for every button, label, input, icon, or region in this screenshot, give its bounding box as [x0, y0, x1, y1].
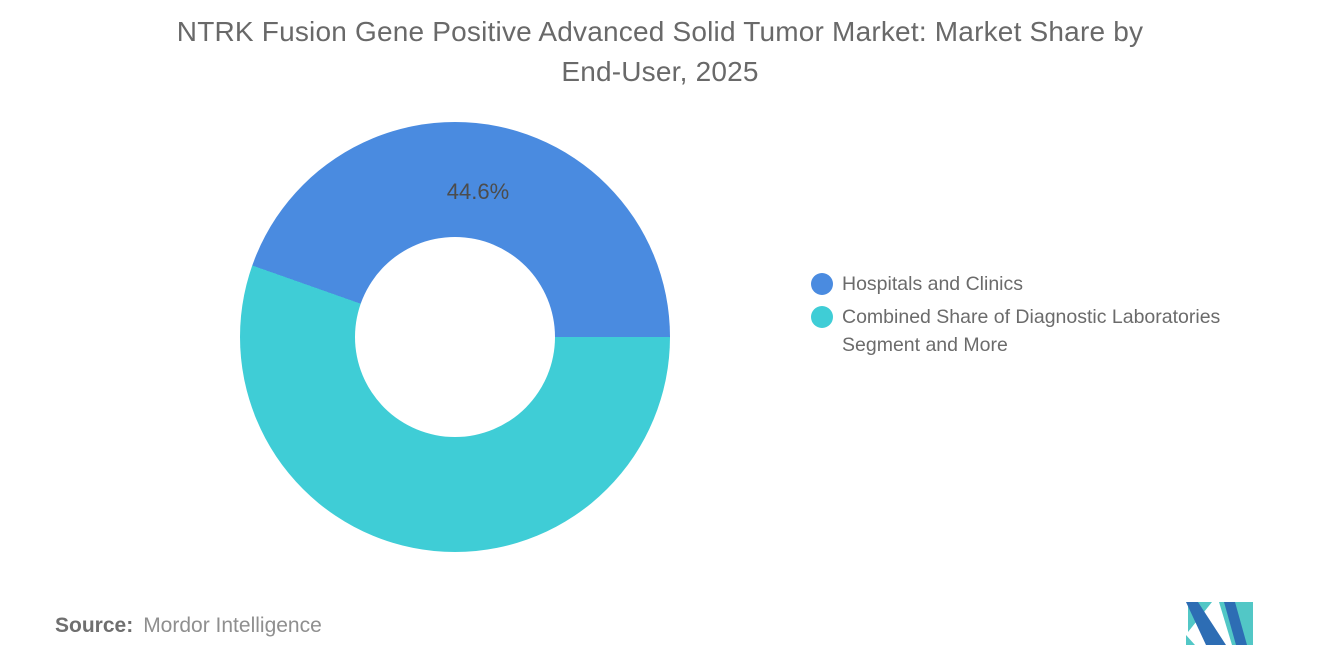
- donut-chart-area: 44.6%: [240, 122, 670, 552]
- logo-teal-bottom-left: [1186, 635, 1195, 645]
- chart-title: NTRK Fusion Gene Positive Advanced Solid…: [0, 12, 1320, 92]
- slice-data-label: 44.6%: [446, 179, 510, 204]
- source-attribution: Source: Mordor Intelligence: [55, 614, 322, 638]
- legend-label: Hospitals and Clinics: [842, 273, 1023, 295]
- legend-item-hospitals-and-clinics[interactable]: Hospitals and Clinics: [811, 270, 1251, 298]
- source-value: Mordor Intelligence: [143, 614, 322, 637]
- source-label: Source:: [55, 614, 134, 637]
- mordor-intelligence-logo: [1186, 602, 1253, 645]
- legend-label: Combined Share of Diagnostic Laboratorie…: [842, 306, 1221, 356]
- legend: Hospitals and Clinics Combined Share of …: [811, 270, 1251, 359]
- logo-blue-left-stroke: [1186, 602, 1226, 645]
- chart-title-line-1: NTRK Fusion Gene Positive Advanced Solid…: [176, 16, 1144, 47]
- legend-swatch-teal: [811, 306, 833, 328]
- logo-blue-right-stroke: [1224, 602, 1247, 645]
- legend-item-combined-share[interactable]: Combined Share of Diagnostic Laboratorie…: [811, 303, 1251, 359]
- donut-hole: [355, 237, 555, 437]
- chart-title-line-2: End-User, 2025: [561, 56, 759, 87]
- legend-swatch-blue: [811, 273, 833, 295]
